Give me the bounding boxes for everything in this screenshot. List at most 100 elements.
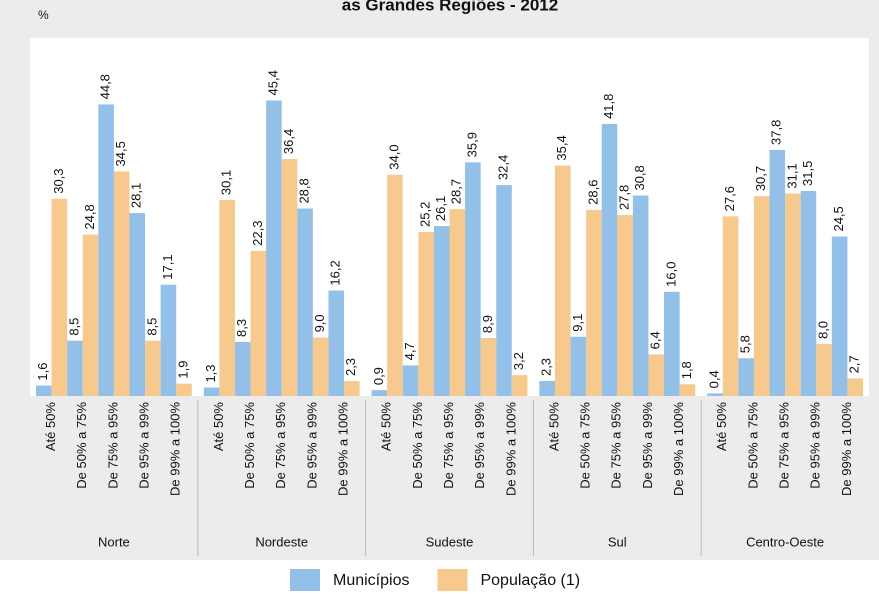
bar	[707, 393, 723, 396]
value-label: 6,4	[648, 331, 663, 349]
value-label: 1,9	[175, 361, 190, 379]
value-label: 27,8	[617, 185, 632, 210]
value-label: 17,1	[160, 254, 175, 279]
x-tick-label: De 75% a 95%	[777, 402, 792, 489]
x-tick-label: De 99% a 100%	[335, 402, 350, 496]
bar	[98, 104, 114, 396]
legend-swatch	[437, 569, 468, 591]
value-label: 30,1	[219, 170, 234, 195]
bar	[250, 250, 267, 396]
bar	[554, 165, 571, 396]
value-label: 30,8	[632, 165, 647, 190]
bar	[266, 100, 282, 396]
bar	[539, 381, 555, 396]
x-tick-label: De 99% a 100%	[839, 402, 854, 496]
x-tick-label: Até 50%	[714, 402, 729, 452]
value-label: 31,1	[784, 163, 799, 188]
value-label: 16,0	[663, 262, 678, 287]
value-label: 1,6	[35, 363, 50, 381]
value-label: 35,9	[464, 132, 479, 157]
bar	[679, 384, 696, 396]
value-label: 28,7	[449, 179, 464, 204]
value-label: 32,4	[495, 155, 510, 180]
bar	[831, 236, 848, 396]
value-label: 0,4	[706, 370, 721, 388]
bar	[219, 200, 235, 396]
bar	[465, 162, 481, 396]
value-label: 1,8	[679, 361, 694, 379]
bar	[785, 193, 801, 396]
value-label: 22,3	[250, 221, 265, 246]
value-label: 2,3	[539, 358, 554, 376]
value-label: 28,6	[585, 180, 600, 205]
x-tick-label: De 50% a 75%	[745, 402, 760, 489]
bar	[433, 226, 450, 396]
bar	[601, 123, 618, 397]
value-label: 8,3	[234, 319, 249, 337]
bar	[36, 385, 52, 396]
x-tick-label: De 75% a 95%	[609, 402, 624, 489]
bar	[402, 365, 419, 396]
value-label: 8,0	[815, 321, 830, 339]
bar	[738, 358, 754, 396]
legend-swatch	[290, 569, 320, 591]
value-label: 8,5	[144, 318, 159, 336]
x-tick-label: De 75% a 95%	[441, 402, 456, 489]
bar	[496, 185, 512, 396]
x-tick-label: De 99% a 100%	[168, 402, 183, 496]
bar	[617, 215, 633, 396]
bar	[664, 291, 680, 396]
bar	[800, 190, 817, 396]
value-label: 31,5	[800, 161, 815, 186]
x-tick-label: De 50% a 75%	[74, 402, 89, 489]
bar	[176, 383, 192, 396]
bar	[449, 209, 466, 396]
bar	[387, 174, 403, 396]
bar	[847, 378, 863, 396]
x-tick-label: De 99% a 100%	[503, 402, 518, 496]
bar	[160, 284, 177, 396]
x-tick-label: De 95% a 99%	[304, 402, 319, 489]
value-label: 16,2	[328, 260, 343, 285]
x-tick-label: De 99% a 100%	[671, 402, 686, 496]
bar	[418, 231, 434, 396]
value-label: 30,7	[753, 166, 768, 191]
value-label: 9,1	[570, 314, 585, 332]
x-tick-label: De 95% a 99%	[472, 402, 487, 489]
bar	[511, 375, 528, 396]
value-label: 34,5	[113, 141, 128, 166]
bar	[632, 195, 649, 396]
x-tick-label: De 95% a 99%	[136, 402, 151, 489]
x-tick-label: De 75% a 95%	[273, 402, 288, 489]
bar	[586, 209, 602, 396]
bar	[129, 213, 146, 396]
bar	[328, 290, 345, 396]
value-label: 36,4	[281, 129, 296, 154]
value-label: 4,7	[402, 342, 417, 360]
value-label: 2,3	[343, 358, 358, 376]
group-label: Centro-Oeste	[746, 534, 824, 549]
bar	[648, 354, 665, 396]
value-label: 24,8	[82, 204, 97, 229]
bar	[297, 208, 313, 396]
bar	[722, 216, 739, 396]
value-label: 8,9	[480, 315, 495, 333]
x-tick-label: De 75% a 95%	[105, 402, 120, 489]
value-label: 26,1	[433, 196, 448, 221]
x-tick-label: Até 50%	[379, 402, 394, 452]
group-label: Norte	[98, 534, 130, 549]
bar	[769, 149, 786, 396]
bar	[480, 338, 497, 396]
bar	[570, 336, 587, 396]
x-tick-label: Até 50%	[211, 402, 226, 452]
x-tick-label: Até 50%	[546, 402, 561, 452]
bar	[312, 337, 329, 396]
group-label: Sul	[608, 534, 627, 549]
value-label: 9,0	[312, 314, 327, 332]
bar	[145, 340, 161, 396]
bar	[203, 387, 220, 396]
value-label: 44,8	[98, 74, 113, 99]
value-label: 1,3	[203, 364, 218, 382]
